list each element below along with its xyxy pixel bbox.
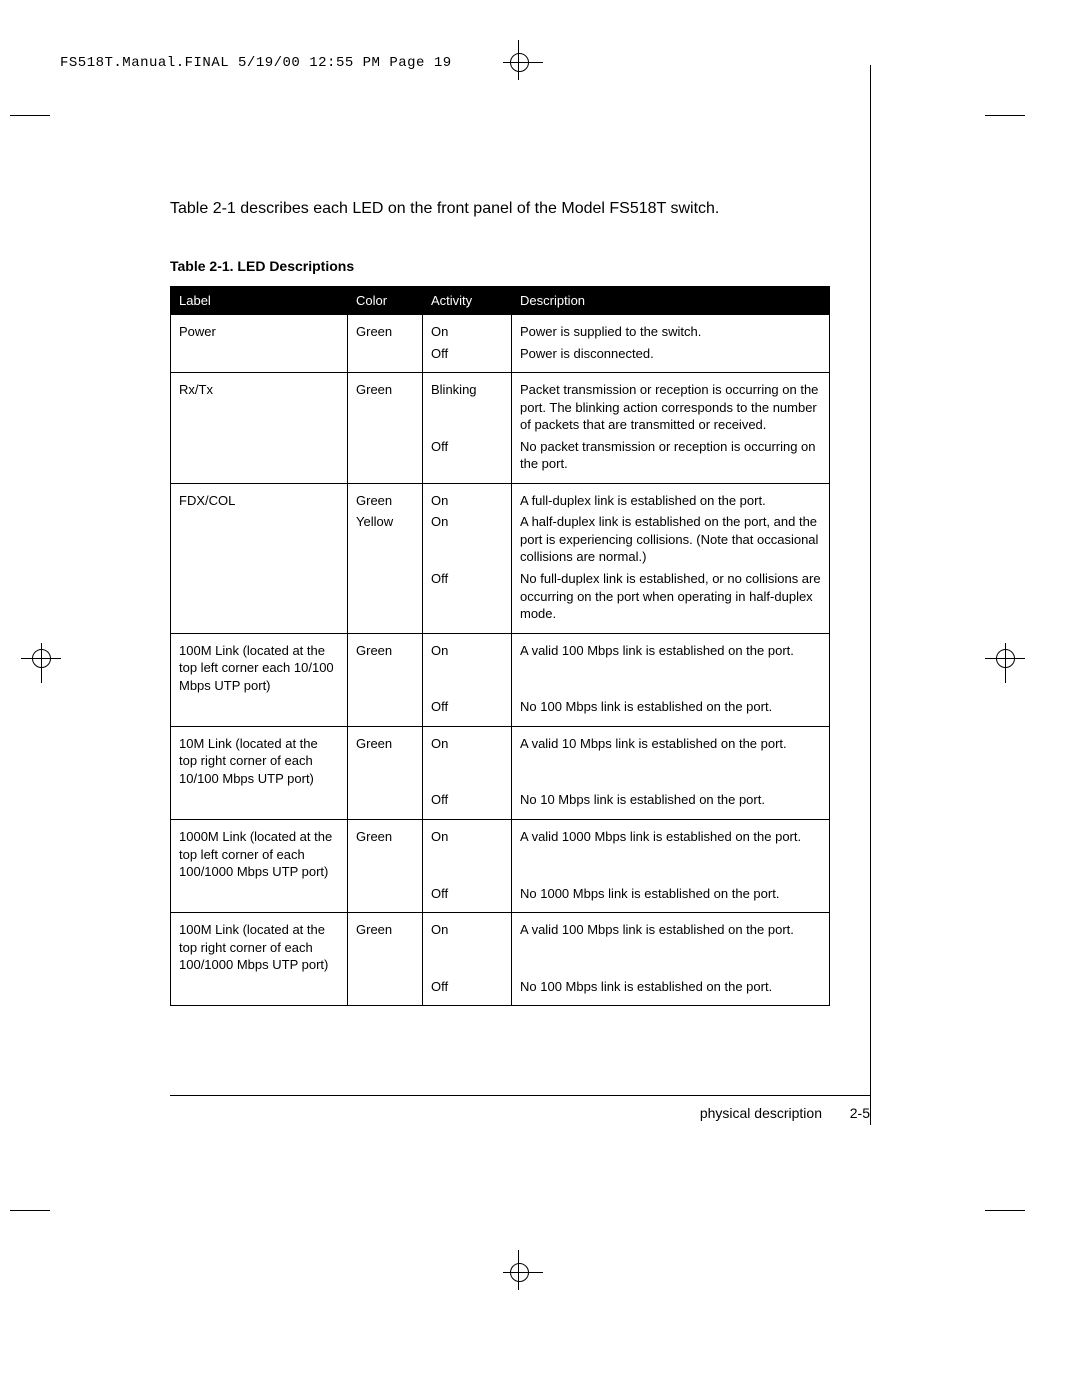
cell-label: 100M Link (located at the top right corn… [171, 913, 348, 976]
cell-color: Green [348, 913, 423, 976]
cell-label [171, 511, 348, 568]
page: FS518T.Manual.FINAL 5/19/00 12:55 PM Pag… [0, 0, 1080, 1397]
cell-description: No 10 Mbps link is established on the po… [512, 789, 830, 819]
cell-activity: Off [423, 789, 512, 819]
cell-activity: On [423, 483, 512, 511]
cell-color [348, 789, 423, 819]
cell-description: A valid 10 Mbps link is established on t… [512, 726, 830, 789]
table-title: Table 2-1. LED Descriptions [170, 258, 870, 274]
cell-activity: On [423, 820, 512, 883]
col-header-color: Color [348, 287, 423, 315]
cell-description: A valid 1000 Mbps link is established on… [512, 820, 830, 883]
cell-description: A valid 100 Mbps link is established on … [512, 913, 830, 976]
cell-color [348, 696, 423, 726]
crop-mark [10, 115, 50, 116]
cell-label: 1000M Link (located at the top left corn… [171, 820, 348, 883]
cell-activity: Blinking [423, 373, 512, 436]
cell-description: A full-duplex link is established on the… [512, 483, 830, 511]
cell-label [171, 976, 348, 1006]
cell-label [171, 789, 348, 819]
table-row: PowerGreenOnPower is supplied to the swi… [171, 315, 830, 343]
crop-frame-right [870, 65, 871, 1125]
cell-description: A valid 100 Mbps link is established on … [512, 633, 830, 696]
cell-color [348, 568, 423, 633]
cell-label: FDX/COL [171, 483, 348, 511]
cell-description: Power is disconnected. [512, 343, 830, 373]
footer-page: 2-5 [850, 1105, 870, 1121]
cell-label [171, 568, 348, 633]
col-header-activity: Activity [423, 287, 512, 315]
cell-activity: On [423, 913, 512, 976]
table-row: YellowOnA half-duplex link is establishe… [171, 511, 830, 568]
table-row: OffNo 100 Mbps link is established on th… [171, 976, 830, 1006]
table-row: OffNo packet transmission or reception i… [171, 436, 830, 484]
cell-label [171, 343, 348, 373]
cell-activity: On [423, 726, 512, 789]
cell-activity: On [423, 633, 512, 696]
content-area: Table 2-1 describes each LED on the fron… [170, 200, 870, 1006]
cell-color: Green [348, 820, 423, 883]
cell-activity: Off [423, 568, 512, 633]
cell-activity: Off [423, 696, 512, 726]
cell-color: Green [348, 633, 423, 696]
table-row: 1000M Link (located at the top left corn… [171, 820, 830, 883]
table-row: OffNo 100 Mbps link is established on th… [171, 696, 830, 726]
footer-text: physical description 2-5 [170, 1105, 870, 1121]
footer-section: physical description [700, 1105, 822, 1121]
cell-activity: On [423, 315, 512, 343]
cell-activity: On [423, 511, 512, 568]
crop-mark [10, 1210, 50, 1211]
cell-color [348, 883, 423, 913]
cell-color [348, 343, 423, 373]
cell-color: Green [348, 315, 423, 343]
crop-mark [985, 115, 1025, 116]
cell-label: Power [171, 315, 348, 343]
cell-activity: Off [423, 436, 512, 484]
cell-description: No 100 Mbps link is established on the p… [512, 976, 830, 1006]
table-header-row: Label Color Activity Description [171, 287, 830, 315]
cell-color: Green [348, 483, 423, 511]
cell-label: 10M Link (located at the top right corne… [171, 726, 348, 789]
cell-color [348, 976, 423, 1006]
cell-description: No packet transmission or reception is o… [512, 436, 830, 484]
cell-description: Packet transmission or reception is occu… [512, 373, 830, 436]
cell-activity: Off [423, 976, 512, 1006]
cell-description: No 1000 Mbps link is established on the … [512, 883, 830, 913]
table-row: OffPower is disconnected. [171, 343, 830, 373]
table-row: 10M Link (located at the top right corne… [171, 726, 830, 789]
cell-color: Yellow [348, 511, 423, 568]
table-row: 100M Link (located at the top right corn… [171, 913, 830, 976]
page-slug: FS518T.Manual.FINAL 5/19/00 12:55 PM Pag… [60, 55, 452, 71]
col-header-label: Label [171, 287, 348, 315]
col-header-description: Description [512, 287, 830, 315]
table-row: 100M Link (located at the top left corne… [171, 633, 830, 696]
table-row: OffNo 1000 Mbps link is established on t… [171, 883, 830, 913]
cell-description: No 100 Mbps link is established on the p… [512, 696, 830, 726]
crop-mark [985, 1210, 1025, 1211]
cell-label: 100M Link (located at the top left corne… [171, 633, 348, 696]
led-descriptions-table: Label Color Activity Description PowerGr… [170, 286, 830, 1006]
table-row: OffNo 10 Mbps link is established on the… [171, 789, 830, 819]
cell-description: Power is supplied to the switch. [512, 315, 830, 343]
cell-color [348, 436, 423, 484]
cell-label: Rx/Tx [171, 373, 348, 436]
cell-color: Green [348, 726, 423, 789]
cell-label [171, 696, 348, 726]
table-row: Rx/TxGreenBlinkingPacket transmission or… [171, 373, 830, 436]
cell-description: A half-duplex link is established on the… [512, 511, 830, 568]
cell-label [171, 883, 348, 913]
intro-text: Table 2-1 describes each LED on the fron… [170, 200, 870, 218]
table-row: OffNo full-duplex link is established, o… [171, 568, 830, 633]
cell-activity: Off [423, 343, 512, 373]
cell-label [171, 436, 348, 484]
table-row: FDX/COLGreenOnA full-duplex link is esta… [171, 483, 830, 511]
cell-color: Green [348, 373, 423, 436]
footer-rule [170, 1095, 870, 1096]
cell-activity: Off [423, 883, 512, 913]
cell-description: No full-duplex link is established, or n… [512, 568, 830, 633]
